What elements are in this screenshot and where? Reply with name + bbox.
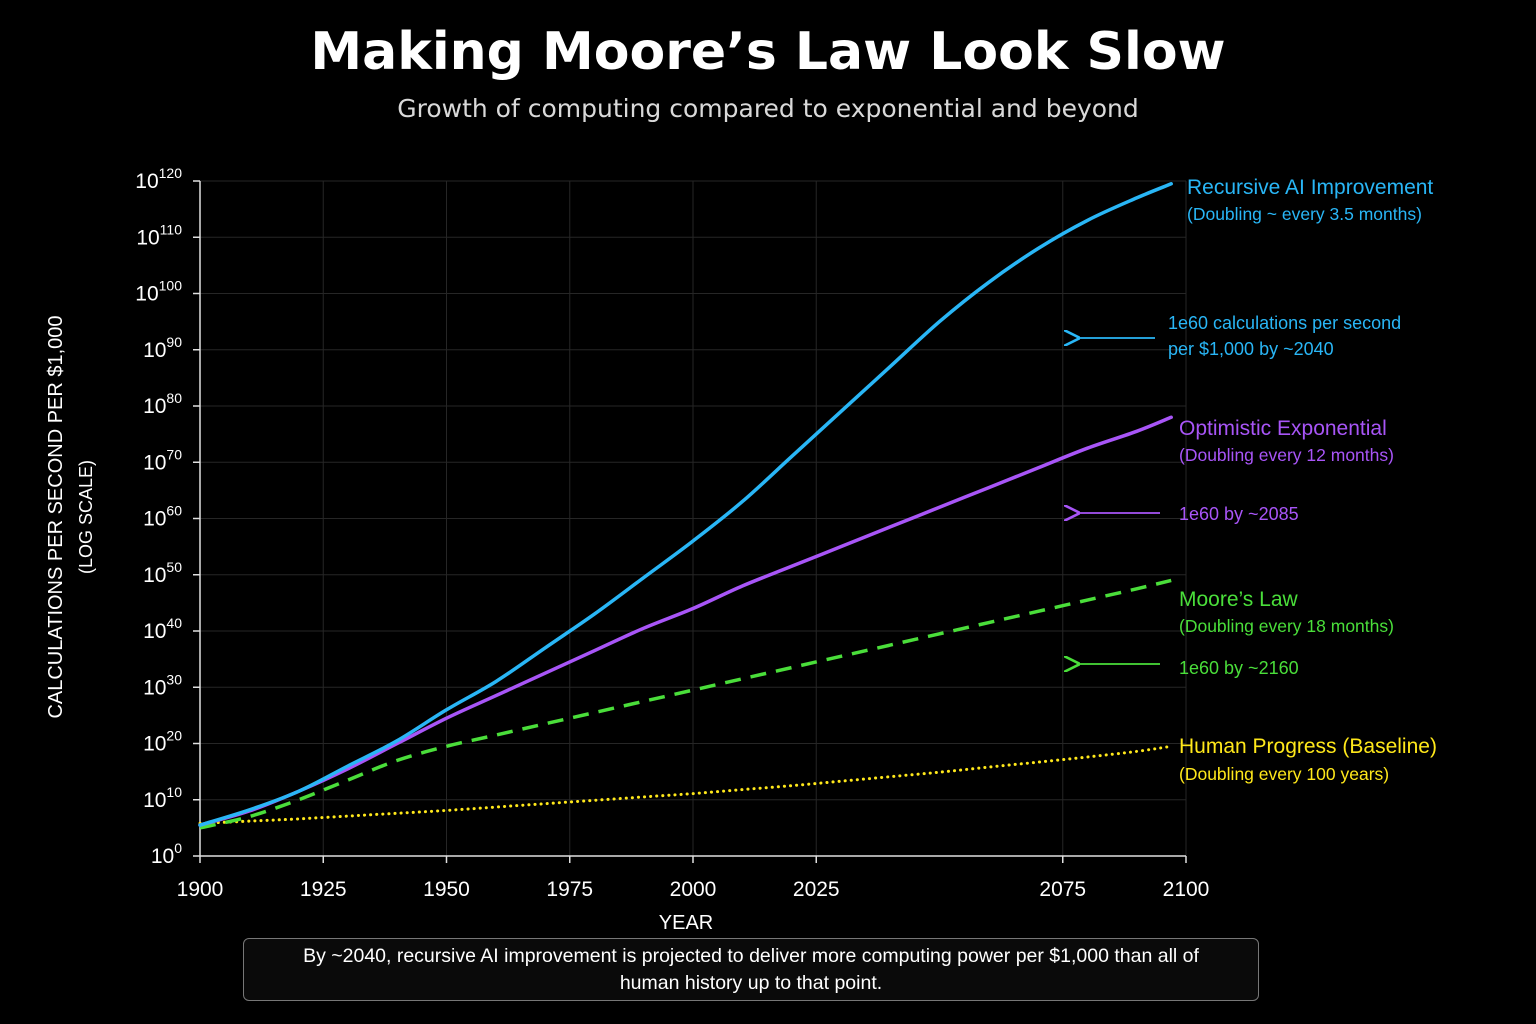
x-tick-label: 1950 <box>423 878 470 901</box>
legend-sublabel-2: (Doubling every 18 months) <box>1179 616 1394 636</box>
x-tick-label: 2025 <box>793 878 840 901</box>
y-tick-label: 1080 <box>143 390 182 418</box>
y-tick-label: 10110 <box>136 221 182 249</box>
annotations: 1e60 calculations per second per $1,000 b… <box>1077 313 1401 678</box>
legend-label-2: Moore’s Law <box>1179 588 1299 611</box>
x-tick-label: 1975 <box>546 878 593 901</box>
y-tick-label: 1050 <box>143 559 182 587</box>
y-tick-label: 10100 <box>135 278 182 306</box>
x-tick-label: 2100 <box>1163 878 1210 901</box>
series-line-0 <box>198 182 1173 827</box>
y-axis-subtitle: (LOG SCALE) <box>76 460 96 574</box>
annotation-text-2: 1e60 by ~2160 <box>1179 658 1299 678</box>
y-tick-label: 1070 <box>143 446 182 474</box>
annotation-text-0-line2: per $1,000 by ~2040 <box>1168 339 1334 359</box>
y-tick-label: 10120 <box>135 165 182 193</box>
series-lines <box>198 182 1173 830</box>
y-tick-label: 100 <box>151 840 182 868</box>
legend-sublabel-1: (Doubling every 12 months) <box>1179 445 1394 465</box>
chart-title: Making Moore’s Law Look Slow <box>310 22 1226 82</box>
annotation-text-1: 1e60 by ~2085 <box>1179 504 1299 524</box>
x-tick-label: 1900 <box>177 878 224 901</box>
x-tick-label: 2075 <box>1039 878 1086 901</box>
grid <box>199 180 1187 857</box>
legend-label-1: Optimistic Exponential <box>1179 417 1387 440</box>
legend-label-0: Recursive AI Improvement <box>1187 176 1433 199</box>
legend-label-3: Human Progress (Baseline) <box>1179 735 1437 758</box>
x-axis-title: YEAR <box>659 912 713 934</box>
legend-sublabel-0: (Doubling ~ every 3.5 months) <box>1187 204 1422 224</box>
y-tick-label: 1030 <box>143 671 182 699</box>
y-tick-label: 1090 <box>143 334 182 362</box>
legend: Recursive AI Improvement (Doubling ~ ever… <box>1179 176 1437 784</box>
x-tick-label: 2000 <box>670 878 717 901</box>
y-axis-title: CALCULATIONS PER SECOND PER $1,000 <box>45 315 67 718</box>
y-tick-label: 1040 <box>143 615 182 643</box>
x-tick-label: 1925 <box>300 878 347 901</box>
series-line-3 <box>198 744 1173 825</box>
y-tick-label: 1060 <box>143 503 182 531</box>
y-tick-label: 1010 <box>143 784 182 812</box>
axes: 1900 1925 1950 1975 2000 2025 2075 2100 100 1010 1… <box>45 165 1209 934</box>
summary-note-text: By ~2040, recursive AI improvement is pr… <box>303 944 1199 994</box>
y-tick-label: 1020 <box>143 728 182 756</box>
legend-sublabel-3: (Doubling every 100 years) <box>1179 764 1389 784</box>
annotation-text-0: 1e60 calculations per second <box>1168 313 1401 333</box>
summary-note-box: By ~2040, recursive AI improvement is pr… <box>243 938 1259 1001</box>
chart-subtitle: Growth of computing compared to exponent… <box>397 94 1139 123</box>
series-line-1 <box>198 415 1173 827</box>
series-line-2 <box>199 578 1172 830</box>
